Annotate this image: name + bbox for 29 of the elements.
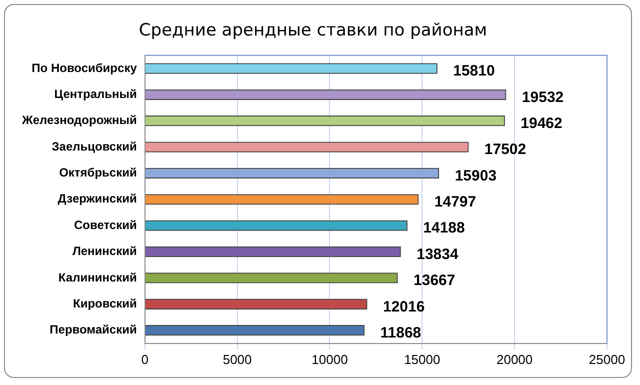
x-tick-label: 5000 <box>222 352 252 367</box>
y-tick-label: Калининский <box>58 270 137 284</box>
data-label: 14797 <box>434 194 476 211</box>
y-tick-label: Кировский <box>73 296 137 310</box>
data-label: 19462 <box>520 114 562 132</box>
data-label: 17502 <box>484 141 526 158</box>
x-tick-label: 10000 <box>312 352 348 367</box>
y-tick-label: Центральный <box>54 86 137 101</box>
x-tick-label: 25000 <box>588 352 626 367</box>
y-tick-label: Октябрьский <box>59 166 137 180</box>
x-tick-label: 15000 <box>404 352 440 367</box>
y-tick-label: По Новосибирску <box>32 60 138 75</box>
y-tick-label: Железнодорожный <box>21 113 137 128</box>
x-tick-label: 0 <box>141 352 148 367</box>
y-tick-label: Советский <box>74 218 137 232</box>
y-tick-label: Заельцовский <box>52 139 137 154</box>
data-label: 14188 <box>423 220 465 237</box>
y-tick-label: Первомайский <box>50 322 137 337</box>
data-label: 13834 <box>416 246 459 263</box>
y-tick-label: Ленинский <box>72 244 137 258</box>
y-tick-label: Дзержинский <box>58 192 137 206</box>
data-label: 11868 <box>380 324 422 342</box>
data-label: 19532 <box>522 88 564 106</box>
data-label: 15903 <box>454 167 497 184</box>
data-label: 13667 <box>414 272 456 290</box>
chart-title: Средние арендные ставки по районам <box>138 20 488 41</box>
data-label: 12016 <box>382 298 425 316</box>
data-label: 15810 <box>453 62 495 80</box>
x-tick-label: 20000 <box>496 352 533 367</box>
